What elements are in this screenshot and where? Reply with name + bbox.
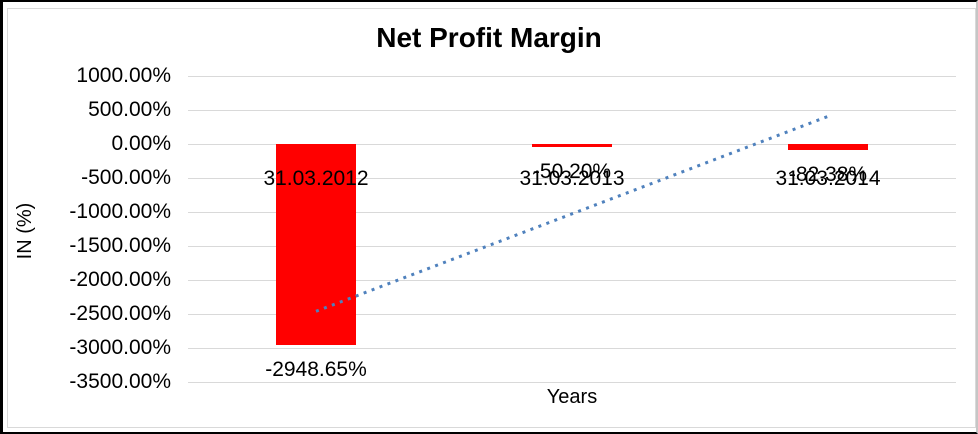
- gridline: [188, 313, 956, 315]
- y-tick-label: -3000.00%: [69, 336, 171, 359]
- bar-31.03.2013: [532, 144, 612, 148]
- y-tick-label: -3500.00%: [69, 370, 171, 393]
- gridline: [188, 75, 956, 77]
- y-tick-label: -1500.00%: [69, 234, 171, 257]
- category-label-31.03.2013: 31.03.2013: [519, 167, 625, 190]
- y-tick-label: -500.00%: [81, 166, 171, 189]
- y-tick-label: 1000.00%: [76, 64, 171, 87]
- gridline: [188, 109, 956, 111]
- y-tick-label: 0.00%: [111, 132, 171, 155]
- data-label-31.03.2014: -82.38%: [788, 162, 868, 186]
- y-tick-label: -2500.00%: [69, 302, 171, 325]
- x-axis-title: Years: [546, 386, 598, 408]
- gridline: [188, 347, 956, 349]
- bar-31.03.2014: [788, 144, 868, 150]
- chart-title: Net Profit Margin: [376, 22, 602, 53]
- data-label-31.03.2013: -50.20%: [532, 160, 612, 184]
- gridline: [188, 381, 956, 383]
- chart-frame: [7, 8, 976, 428]
- category-label-31.03.2014: 31.03.2014: [775, 167, 881, 190]
- category-label-31.03.2012: 31.03.2012: [263, 167, 369, 190]
- y-tick-label: -2000.00%: [69, 268, 171, 291]
- y-tick-label: -1000.00%: [69, 200, 171, 223]
- y-tick-label: 500.00%: [88, 98, 171, 121]
- data-label-31.03.2012: -2948.65%: [265, 357, 367, 381]
